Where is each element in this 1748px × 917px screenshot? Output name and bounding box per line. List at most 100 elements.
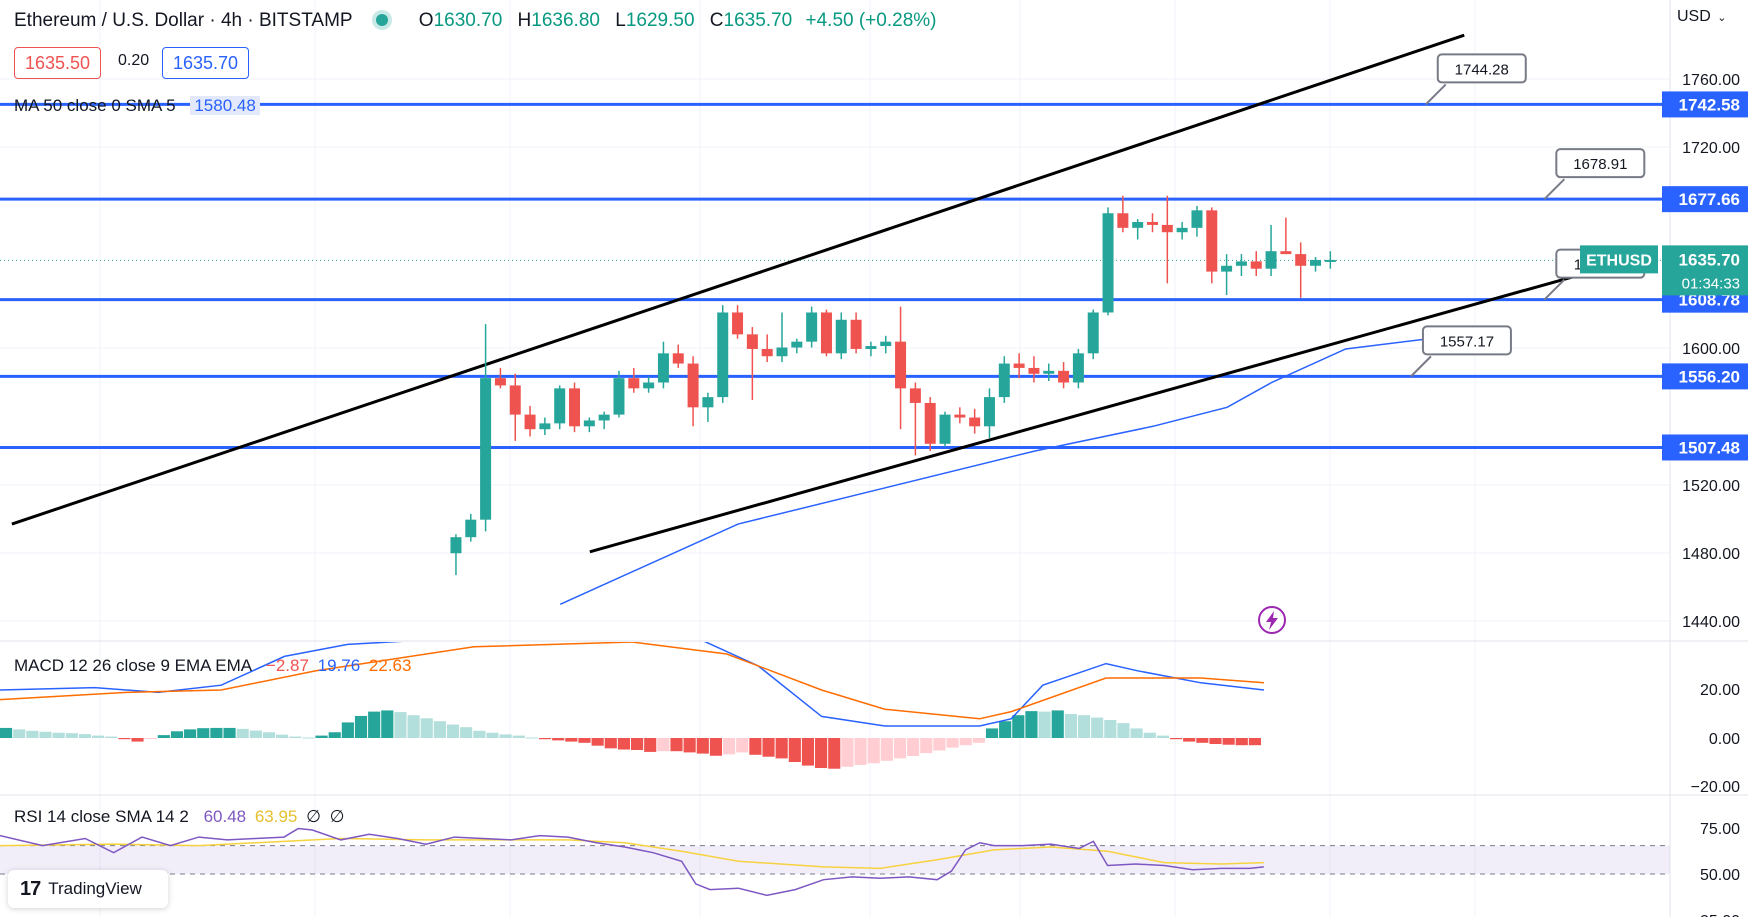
level-axis-label: 1742.58 <box>1679 95 1740 114</box>
candle-body <box>761 348 773 357</box>
candle-body <box>628 378 640 389</box>
candle-body <box>746 334 758 349</box>
trend-lines[interactable] <box>11 33 1613 554</box>
current-price-label: 1635.70 <box>1679 250 1740 269</box>
tradingview-logo[interactable]: 17 TradingView <box>8 870 168 908</box>
candle-body <box>1324 259 1336 262</box>
macd-hist-bar <box>617 738 630 750</box>
macd-hist-bar <box>236 728 249 738</box>
macd-tick-label: 20.00 <box>1700 682 1740 699</box>
macd-hist-bar <box>1025 711 1038 738</box>
candle-body <box>924 402 936 444</box>
macd-signal-value: 22.63 <box>368 656 412 675</box>
price-callout: 1678.91 <box>1543 148 1646 200</box>
buy-price-box[interactable]: 1635.70 <box>162 47 250 79</box>
macd-hist-bar <box>762 738 775 757</box>
spread-value: 0.20 <box>118 52 150 69</box>
macd-hist-bar <box>486 732 499 738</box>
candle-body <box>687 363 699 408</box>
candle-body <box>613 378 625 415</box>
callout-text: 1678.91 <box>1573 156 1627 173</box>
price-callout: 1744.28 <box>1425 53 1527 106</box>
candle-body <box>1132 222 1144 228</box>
candle-body <box>880 341 892 347</box>
candle-body <box>702 397 714 408</box>
macd-hist-bar <box>1248 738 1261 746</box>
macd-hist-bar <box>289 736 302 738</box>
candle-body <box>1028 367 1040 374</box>
price-axis[interactable]: 1760.00 1720.00 1600.00 1520.00 1480.00 1440.… <box>1580 72 1748 917</box>
rsi-ma-line <box>0 837 1264 870</box>
macd-hist-bar <box>0 727 13 738</box>
candle-body <box>524 414 536 430</box>
level-axis-label: 1608.78 <box>1679 291 1740 310</box>
macd-legend[interactable]: MACD 12 26 close 9 EMA EMA −2.87 19.76 2… <box>14 656 411 676</box>
rsi-value: 60.48 <box>203 807 247 826</box>
horizontal-levels[interactable] <box>0 102 1670 449</box>
macd-hist-bar <box>1209 738 1222 744</box>
rsi-pane <box>0 827 1670 897</box>
macd-hist-bar <box>709 738 723 756</box>
currency-selector[interactable]: USD ⌄ <box>1677 8 1726 26</box>
low-value: 1629.50 <box>625 10 695 31</box>
macd-hist-bar <box>959 738 972 746</box>
macd-hist-bar <box>184 729 197 738</box>
trend-line-upper <box>11 33 1465 526</box>
open-value: 1630.70 <box>433 10 503 31</box>
ma-legend[interactable]: MA 50 close 0 SMA 5 1580.48 <box>14 96 260 116</box>
symbol-tag <box>1580 245 1658 274</box>
macd-hist-bar <box>1222 738 1235 745</box>
rsi-legend[interactable]: RSI 14 close SMA 14 2 60.48 63.95 ∅ ∅ <box>14 807 344 827</box>
candle-body <box>539 423 551 430</box>
candle-body <box>1280 251 1292 255</box>
macd-legend-label: MACD 12 26 close 9 EMA EMA <box>14 656 252 675</box>
macd-hist-bar <box>1077 715 1091 738</box>
macd-hist-bar <box>407 715 420 738</box>
macd-tick-label: 0.00 <box>1709 731 1740 748</box>
sell-price-box[interactable]: 1635.50 <box>14 47 102 79</box>
level-axis-label: 1677.66 <box>1679 190 1740 209</box>
rsi-ma-value: 63.95 <box>254 807 298 826</box>
callout-box <box>1555 148 1646 179</box>
macd-hist-bar <box>52 732 65 738</box>
macd-hist-bar <box>893 738 907 759</box>
candle-body <box>1058 370 1070 383</box>
macd-hist-bar <box>788 738 801 762</box>
high-label: H <box>517 10 532 31</box>
rsi-line <box>0 827 1264 897</box>
macd-hist-bar <box>538 738 552 740</box>
lightning-icon <box>1258 606 1286 634</box>
callout-box <box>1421 325 1512 356</box>
symbol-title[interactable]: Ethereum / U.S. Dollar · 4h · BITSTAMP <box>14 10 353 31</box>
macd-hist-bar <box>1156 735 1169 738</box>
callout-pointer <box>1543 278 1566 301</box>
macd-hist-bar <box>446 724 460 738</box>
macd-hist-bar <box>854 738 867 765</box>
candle-body <box>657 353 669 383</box>
rsi-band <box>0 845 1670 874</box>
candle-body <box>1250 261 1262 269</box>
macd-hist-bar <box>328 732 341 738</box>
macd-hist-bar <box>972 738 985 743</box>
candle-body <box>1235 261 1247 266</box>
callout-box <box>1436 53 1527 84</box>
candle-body <box>850 319 862 349</box>
macd-hist-bar <box>907 738 920 756</box>
macd-hist-bar <box>1196 738 1209 743</box>
macd-hist-bar <box>341 722 354 738</box>
rsi-extra-2: ∅ <box>329 807 345 826</box>
macd-hist-bar <box>604 738 617 749</box>
macd-hist-bar <box>1130 728 1143 738</box>
rsi-extra-1: ∅ <box>306 807 321 826</box>
price-tick-label: 1480.00 <box>1682 546 1740 563</box>
level-axis-label: 1556.20 <box>1679 367 1740 386</box>
macd-hist-bar <box>65 733 78 738</box>
candle-body <box>1072 353 1084 383</box>
macd-hist-bar <box>723 738 736 755</box>
macd-hist-bar <box>13 729 26 738</box>
ma50-layer <box>559 333 1465 606</box>
macd-hist-bar <box>460 727 473 738</box>
candle-body <box>494 378 506 386</box>
